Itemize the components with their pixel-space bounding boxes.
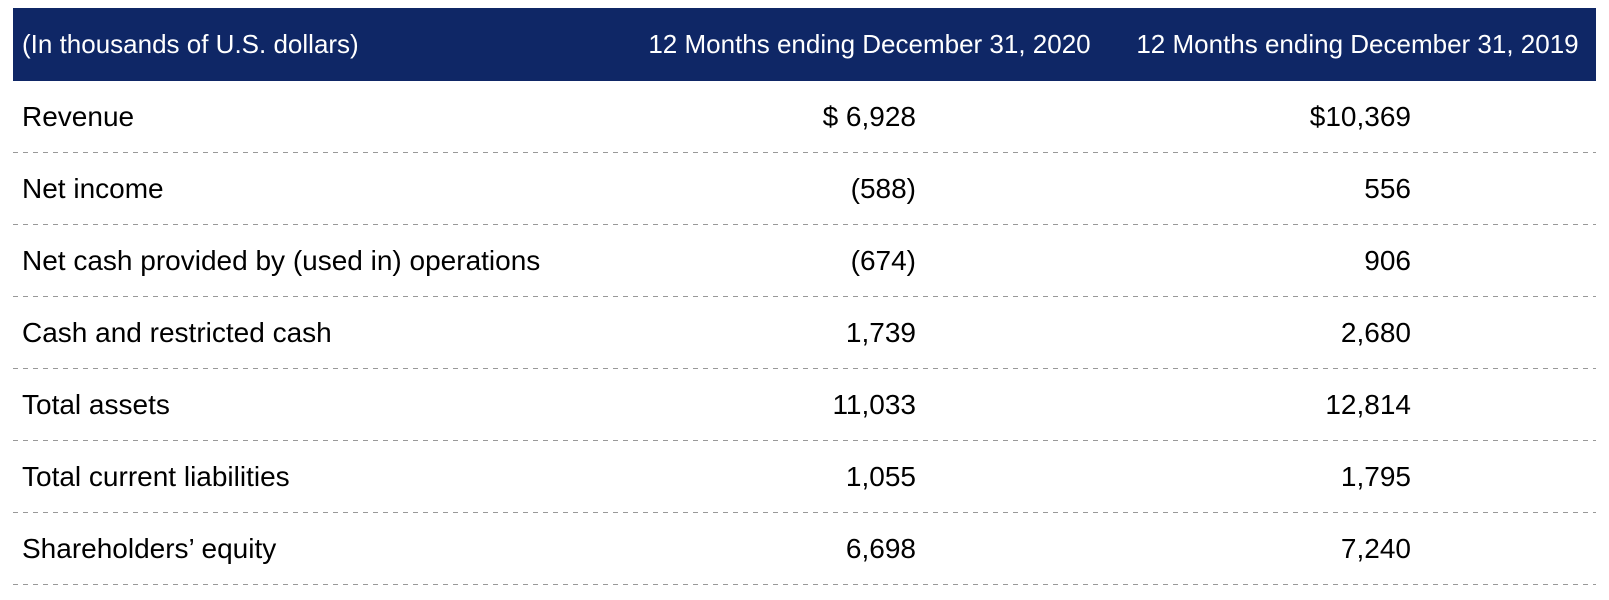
value-2019: 1,795 [1340,461,1411,492]
financial-summary-table: (In thousands of U.S. dollars) 12 Months… [13,8,1596,585]
value-2019: 906 [1364,245,1411,276]
row-label: Total assets [22,389,170,420]
value-2019: 2,680 [1340,317,1411,348]
row-label: Revenue [22,101,135,132]
table-row-cash-restricted-cash: Cash and restricted cash 1,739 2,680 [13,297,1596,369]
row-label: Total current liabilities [22,461,290,492]
header-col-2019: 12 Months ending December 31, 2019 [1136,29,1579,59]
table-row-net-cash-operations: Net cash provided by (used in) operation… [13,225,1596,297]
header-col-2020: 12 Months ending December 31, 2020 [648,29,1091,59]
value-2020: $ 6,928 [822,101,916,132]
value-2019: $10,369 [1309,101,1411,132]
value-2020: 11,033 [832,389,916,420]
table-row-total-current-liabilities: Total current liabilities 1,055 1,795 [13,441,1596,513]
row-label: Net income [22,173,164,204]
row-label: Cash and restricted cash [22,317,332,348]
table-header-row: (In thousands of U.S. dollars) 12 Months… [13,8,1596,81]
value-2020: (588) [850,173,916,204]
value-2020: 1,055 [845,461,916,492]
table-row-total-assets: Total assets 11,033 12,814 [13,369,1596,441]
value-2020: 1,739 [845,317,916,348]
value-2019: 12,814 [1325,389,1411,420]
table-row-shareholders-equity: Shareholders’ equity 6,698 7,240 [13,513,1596,585]
row-label: Net cash provided by (used in) operation… [22,245,541,276]
value-2020: 6,698 [845,533,916,564]
value-2019: 556 [1364,173,1411,204]
row-label: Shareholders’ equity [22,533,277,564]
header-units-note: (In thousands of U.S. dollars) [22,29,359,59]
table-row-revenue: Revenue $ 6,928 $10,369 [13,81,1596,153]
value-2019: 7,240 [1340,533,1411,564]
value-2020: (674) [850,245,916,276]
table-row-net-income: Net income (588) 556 [13,153,1596,225]
